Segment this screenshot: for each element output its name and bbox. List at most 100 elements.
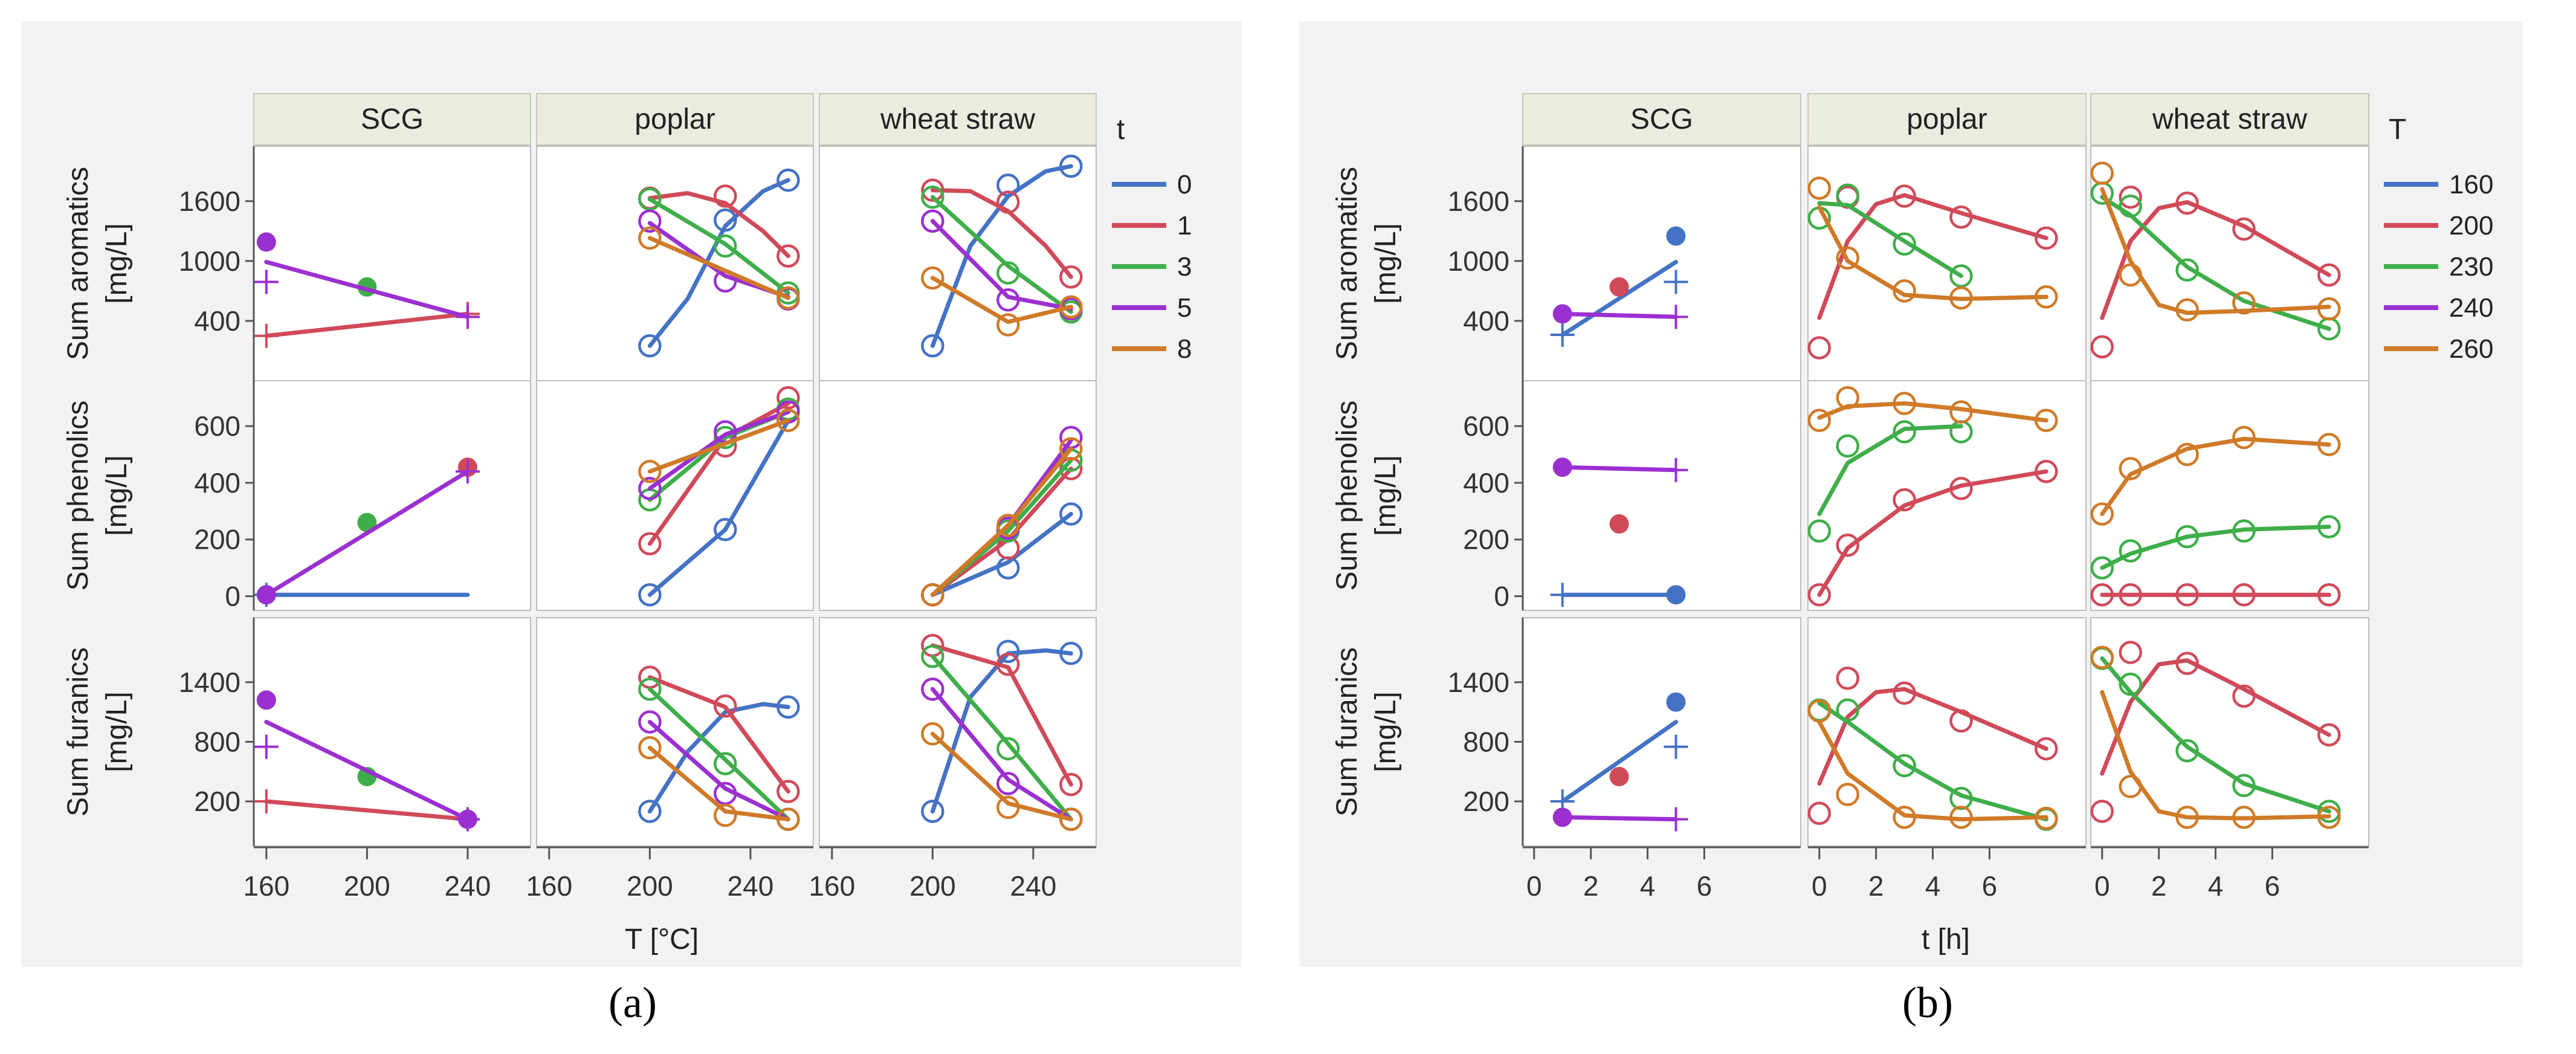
facet-label: SCG — [361, 103, 424, 135]
y-tick-label: 1000 — [179, 245, 240, 277]
data-point — [2090, 800, 2114, 823]
data-point-filled — [1552, 457, 1572, 477]
y-tick-label: 1600 — [179, 186, 240, 217]
series-line — [1817, 424, 1963, 516]
series-line — [647, 745, 790, 822]
data-point-plus — [1664, 305, 1688, 329]
series-line — [930, 219, 1073, 311]
series-line — [1817, 401, 2048, 423]
series-line — [1560, 260, 1678, 337]
data-point — [996, 514, 1020, 537]
data-point — [1893, 681, 1916, 705]
panel-2-2 — [2090, 641, 2341, 829]
legend-label: 3 — [1177, 252, 1192, 282]
data-point-filled — [256, 585, 276, 605]
data-point — [1949, 709, 1973, 733]
y-tick-label: 200 — [194, 524, 240, 555]
data-point — [1836, 183, 1859, 207]
series-line — [930, 276, 1073, 325]
y-tick-label: 1400 — [179, 667, 240, 698]
series-line — [264, 260, 470, 319]
series-line — [2100, 525, 2331, 571]
plot-panel — [253, 146, 531, 381]
facet-label: poplar — [1906, 103, 1987, 135]
data-point — [638, 677, 662, 701]
series-line — [1560, 720, 1678, 804]
facet-label: wheat straw — [2152, 103, 2307, 135]
series-line — [1560, 815, 1678, 822]
y-axis-title: Sum phenolics [mg/L] — [1331, 401, 1402, 591]
data-point — [2090, 583, 2114, 607]
y-title-unit: [mg/L] — [1370, 223, 1402, 303]
x-tick-label: 6 — [1697, 870, 1712, 902]
y-tick-label: 200 — [1463, 786, 1509, 817]
series-line — [930, 687, 1073, 822]
facet-strip — [1807, 93, 2087, 146]
data-point-plus — [455, 459, 480, 484]
data-point — [1836, 246, 1859, 270]
data-point — [921, 722, 944, 746]
data-point — [776, 409, 800, 432]
y-title-unit: [mg/L] — [1370, 691, 1402, 772]
y-tick-label: 400 — [1463, 467, 1509, 499]
series-line — [1817, 469, 2048, 597]
data-point — [921, 185, 944, 209]
legend-label: 160 — [2449, 170, 2493, 199]
plot-panel — [1522, 380, 1801, 611]
data-point — [1893, 184, 1916, 208]
data-point — [2175, 191, 2199, 215]
data-point — [638, 800, 662, 823]
data-point-plus — [1664, 457, 1688, 482]
data-point-plus — [1664, 270, 1688, 294]
data-point — [2035, 285, 2058, 309]
panel-0-0 — [254, 232, 480, 348]
legend-label: 5 — [1177, 293, 1192, 323]
data-point — [1949, 205, 1973, 229]
data-point-plus — [1550, 323, 1575, 348]
data-point — [921, 178, 944, 202]
y-axis-title: Sum aromatics [mg/L] — [1331, 167, 1402, 360]
series-line — [930, 654, 1073, 822]
facet-label: SCG — [1630, 103, 1693, 135]
panel-2-0 — [1550, 692, 1688, 832]
data-point — [996, 261, 1020, 285]
x-tick-label: 0 — [1812, 870, 1827, 902]
series-line — [2100, 690, 2331, 821]
series-line — [2100, 187, 2331, 315]
y-axis-title: Sum furanics [mg/L] — [1331, 647, 1402, 816]
data-point — [776, 386, 800, 410]
panel-1-0 — [1550, 457, 1688, 607]
data-point — [2232, 806, 2256, 829]
series-line — [1560, 465, 1678, 473]
data-point — [996, 313, 1020, 337]
data-point — [1807, 519, 1832, 543]
data-point — [714, 694, 737, 718]
y-tick-label: 600 — [194, 410, 240, 442]
plot-panel — [819, 146, 1097, 381]
data-point — [1949, 400, 1973, 424]
data-point — [2119, 583, 2142, 607]
x-tick-label: 2 — [1868, 870, 1884, 902]
panel-2-2 — [921, 633, 1083, 831]
y-tick-label: 0 — [1494, 581, 1509, 612]
series-line — [647, 191, 790, 259]
data-point — [1949, 806, 1973, 829]
panel-0-0 — [1550, 226, 1688, 348]
plot-panel — [2090, 380, 2369, 611]
data-point — [2317, 806, 2341, 829]
legend-label: 230 — [2449, 252, 2493, 282]
data-point-plus — [254, 323, 279, 348]
data-point — [714, 752, 737, 775]
data-point — [2119, 775, 2142, 798]
data-point — [1059, 772, 1083, 797]
data-point — [1059, 154, 1083, 178]
data-point — [1893, 806, 1916, 829]
data-point — [1059, 437, 1083, 461]
data-point — [1836, 667, 1859, 690]
data-point — [638, 710, 662, 734]
data-point — [2232, 519, 2256, 543]
data-point — [714, 208, 737, 232]
x-tick-label: 240 — [1010, 870, 1057, 902]
plot-panel — [2090, 146, 2369, 381]
